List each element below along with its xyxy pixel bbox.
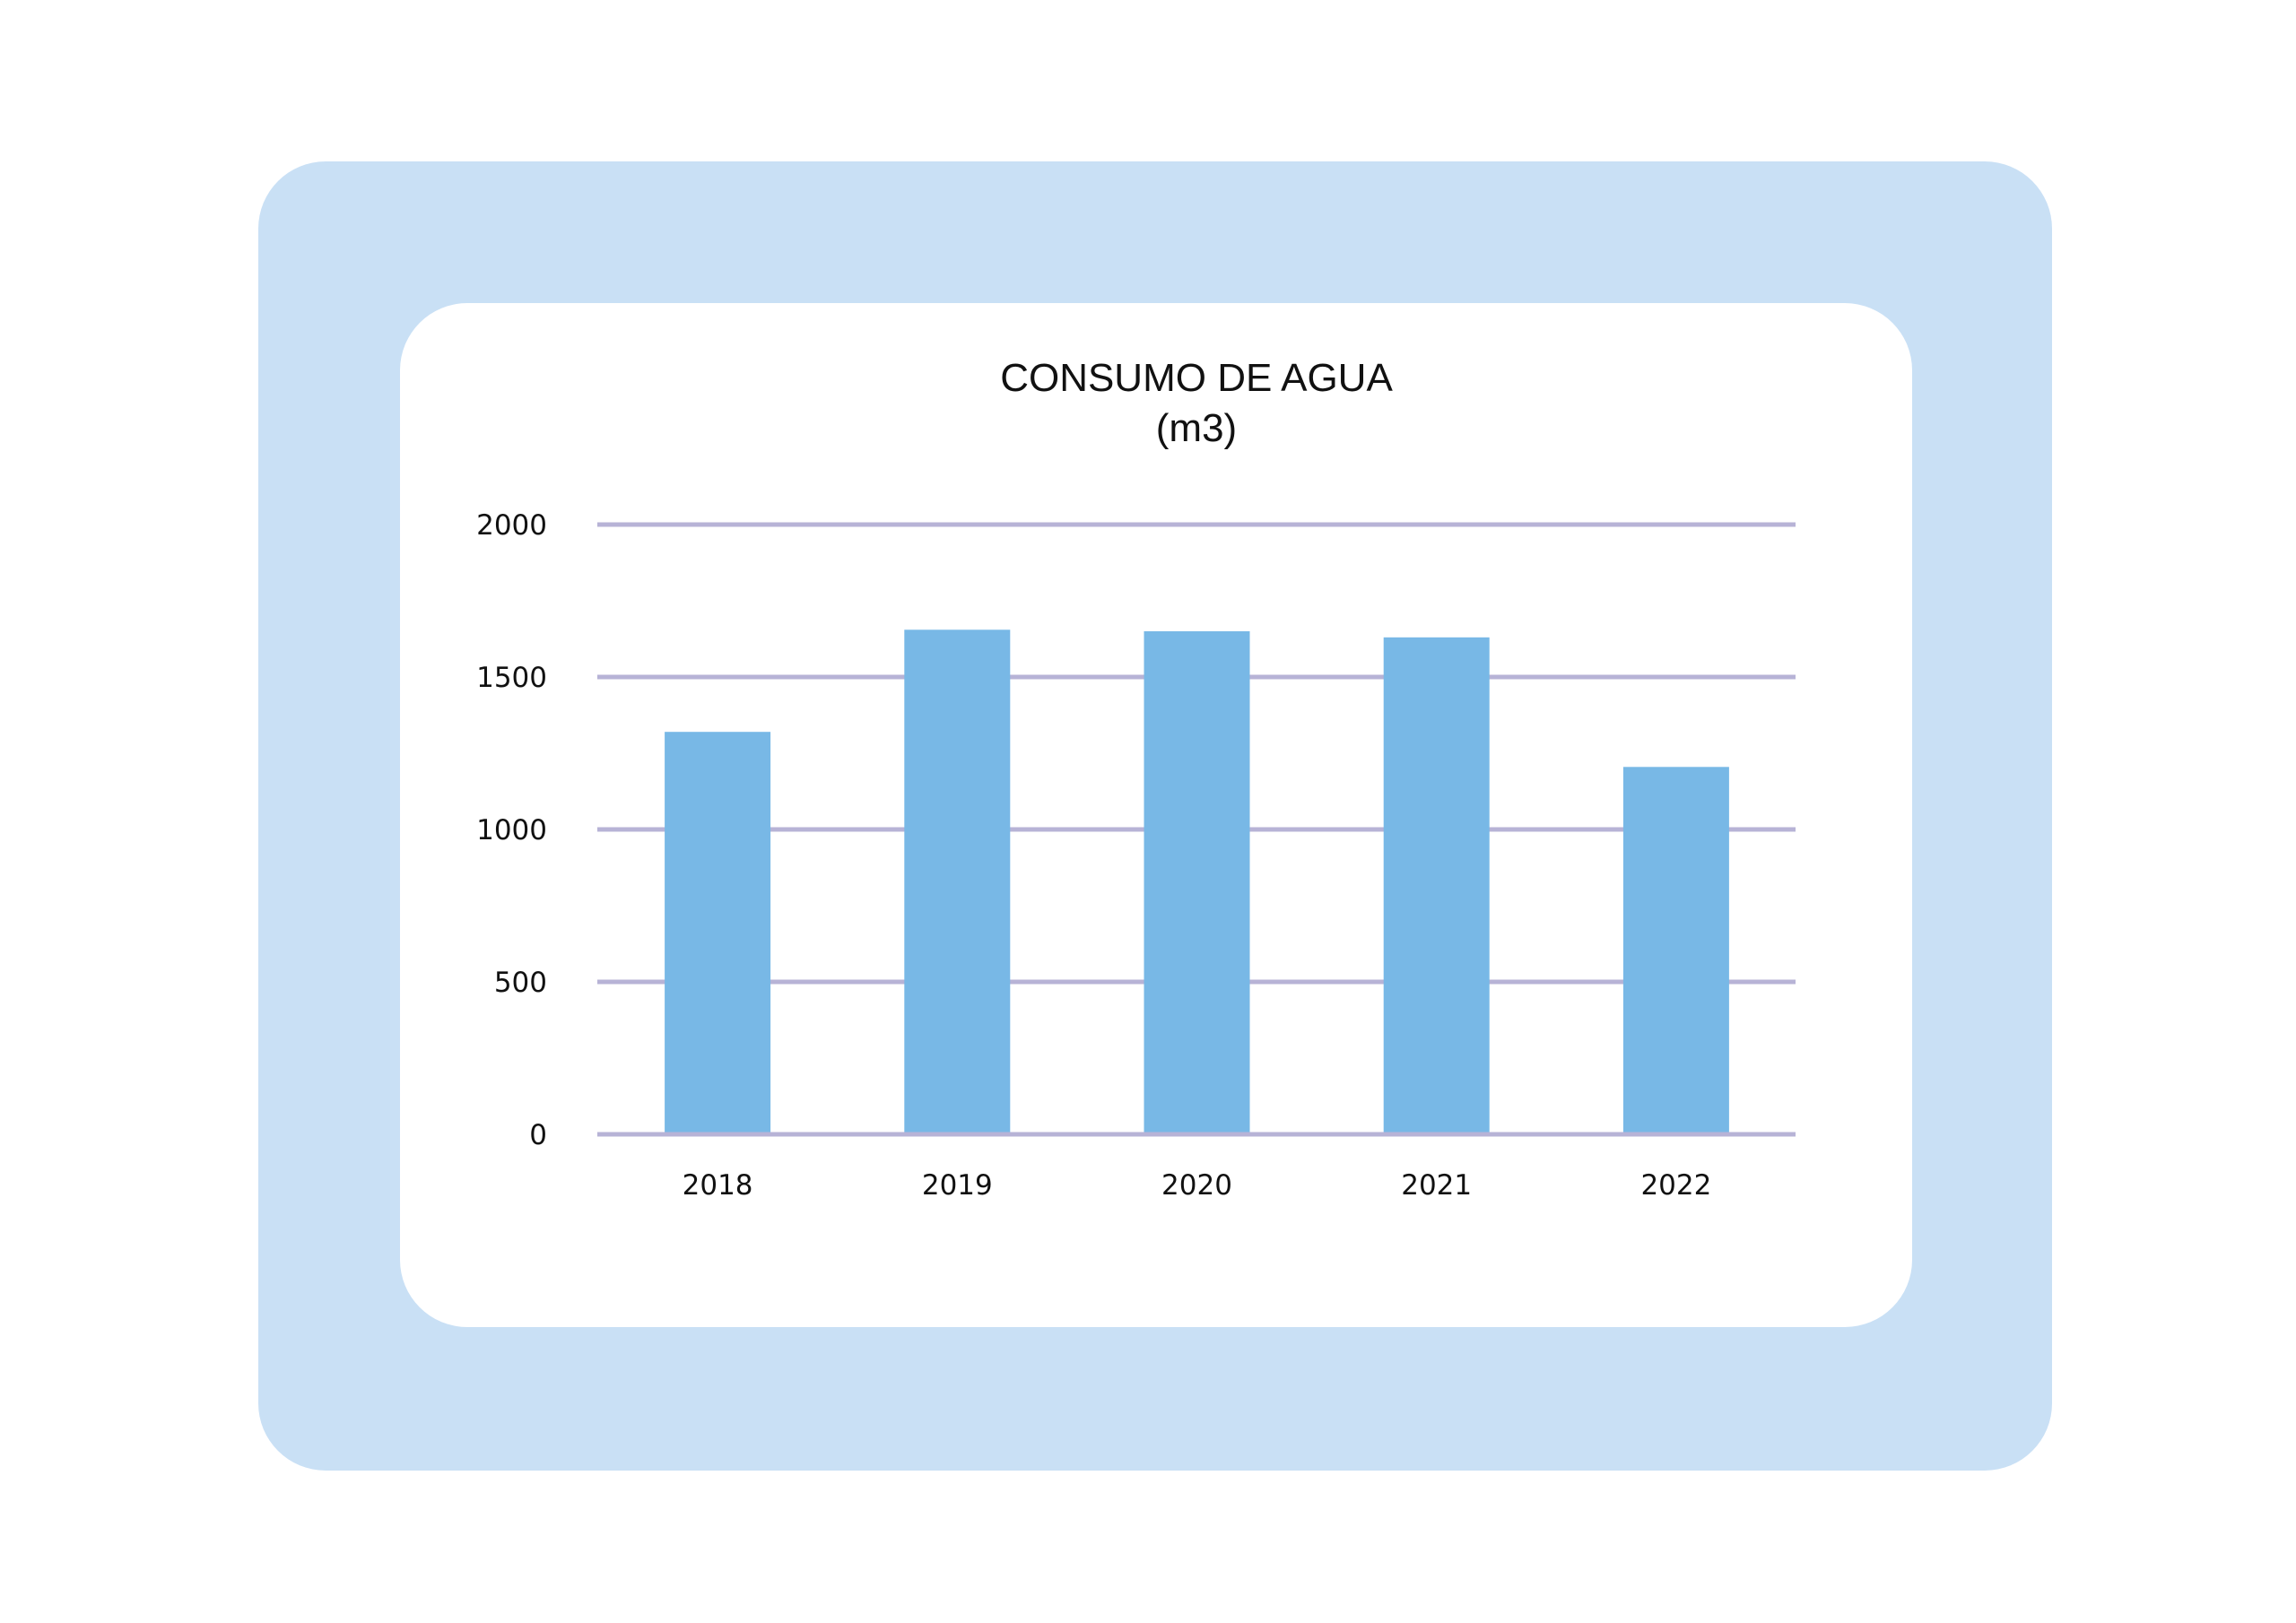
y-tick-label-2000: 2000 xyxy=(476,509,547,542)
bar-2021 xyxy=(1383,637,1490,1134)
chart-subtitle: (m3) xyxy=(1156,406,1237,450)
x-tick-label-2018: 2018 xyxy=(683,1169,753,1202)
x-tick-labels: 2018 2019 2020 2021 2022 xyxy=(683,1169,1712,1202)
y-tick-label-1000: 1000 xyxy=(476,814,547,846)
y-tick-label-500: 500 xyxy=(494,967,547,999)
bars xyxy=(665,629,1729,1134)
x-tick-label-2022: 2022 xyxy=(1640,1169,1711,1202)
chart-title: CONSUMO DE AGUA xyxy=(1000,356,1393,400)
bar-2019 xyxy=(904,629,1011,1134)
y-tick-label-1500: 1500 xyxy=(476,662,547,694)
x-tick-label-2020: 2020 xyxy=(1161,1169,1232,1202)
bar-2018 xyxy=(665,732,771,1134)
y-tick-label-0: 0 xyxy=(529,1119,547,1151)
x-tick-label-2019: 2019 xyxy=(922,1169,993,1202)
x-tick-label-2021: 2021 xyxy=(1401,1169,1472,1202)
bar-2022 xyxy=(1622,767,1729,1134)
bar-2020 xyxy=(1144,631,1250,1134)
y-tick-labels: 0 500 1000 1500 2000 xyxy=(476,509,547,1151)
